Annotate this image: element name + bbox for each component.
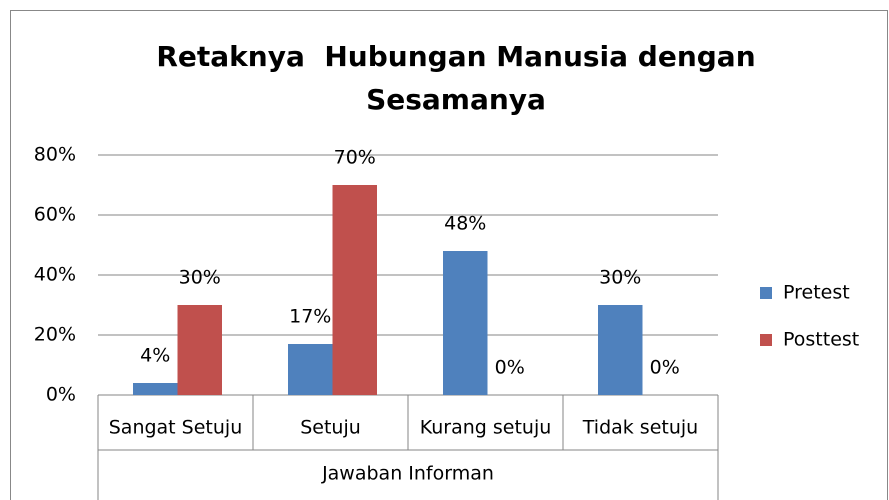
chart-title: Sesamanya [366, 83, 546, 116]
data-label: 48% [444, 213, 486, 235]
bar [133, 383, 178, 395]
bar [177, 305, 222, 395]
y-tick-label: 80% [34, 144, 76, 166]
x-tick-label: Tidak setuju [582, 417, 698, 439]
data-label: 17% [289, 306, 331, 328]
legend-label: Posttest [783, 329, 859, 351]
data-label: 70% [334, 147, 376, 169]
chart-title: Retaknya Hubungan Manusia dengan [156, 40, 755, 73]
data-label: 0% [495, 357, 525, 379]
y-tick-label: 60% [34, 204, 76, 226]
legend-label: Pretest [783, 282, 850, 304]
data-label: 4% [140, 345, 170, 367]
legend-swatch [760, 287, 772, 299]
bar [332, 185, 377, 395]
y-tick-label: 40% [34, 264, 76, 286]
x-tick-label: Kurang setuju [420, 417, 552, 439]
bar [288, 344, 333, 395]
legend-swatch [760, 334, 772, 346]
data-label: 0% [650, 357, 680, 379]
y-tick-label: 20% [34, 324, 76, 346]
bar [598, 305, 643, 395]
x-axis-title: Jawaban Informan [321, 463, 494, 485]
data-label: 30% [599, 267, 641, 289]
x-tick-label: Setuju [300, 417, 361, 439]
data-label: 30% [179, 267, 221, 289]
y-tick-label: 0% [46, 384, 76, 406]
x-tick-label: Sangat Setuju [109, 417, 243, 439]
bar [443, 251, 488, 395]
